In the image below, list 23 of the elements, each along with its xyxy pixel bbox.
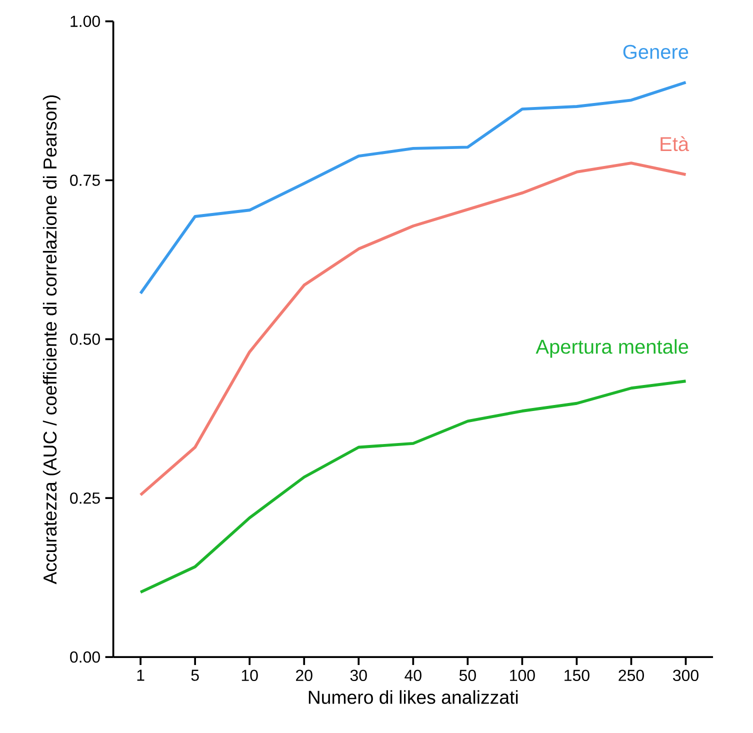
series-label: Età — [660, 136, 690, 152]
x-axis-title: Numero di likes analizzati — [308, 690, 518, 704]
line-series — [139, 80, 688, 295]
x-tick-label: 20 — [296, 670, 312, 682]
x-tick-label: 50 — [459, 670, 476, 682]
x-tick-label: 30 — [350, 670, 367, 682]
y-tick-label: 0.25 — [70, 492, 100, 504]
y-tick-label: 1.00 — [70, 16, 100, 27]
x-tick-label: 1 — [137, 670, 144, 681]
y-axis-title: Accuratezza (AUC / coefficiente di correlazione di Pearson) — [42, 95, 60, 584]
y-tick-label: 0.75 — [70, 174, 100, 186]
series-label: Genere — [623, 44, 688, 59]
line-series — [139, 380, 688, 594]
x-tick-label: 40 — [404, 670, 422, 682]
y-tick-label: 0.00 — [70, 651, 100, 663]
x-tick-label: 150 — [564, 670, 590, 682]
x-tick-label: 300 — [673, 670, 698, 682]
x-tick-label: 100 — [510, 670, 535, 682]
x-tick-label: 10 — [242, 670, 258, 682]
x-tick-label: 250 — [618, 670, 644, 682]
y-tick-label: 0.50 — [70, 334, 100, 345]
x-tick-label: 5 — [191, 670, 199, 681]
series-label: Apertura mentale — [536, 339, 688, 358]
